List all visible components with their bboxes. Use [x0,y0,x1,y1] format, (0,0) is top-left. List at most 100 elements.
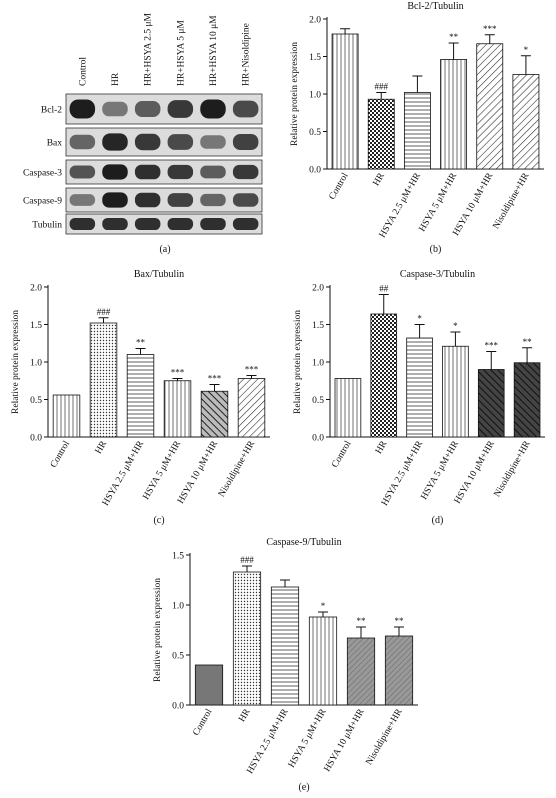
blot-band [102,164,128,180]
significance-label: ## [379,284,389,294]
bar [89,322,118,438]
y-axis-label: Relative protein expression [11,310,21,414]
blot-band [232,164,259,180]
y-tick-label: 1.0 [312,359,324,369]
blot-row-label: Bax [47,139,63,149]
bar [442,345,469,438]
bar [334,378,362,438]
significance-label: ** [357,616,367,626]
x-tick-label: Nisoldipine+HR [493,439,533,499]
significance-label: *** [485,341,499,351]
y-axis-label: Relative protein expression [290,42,300,146]
blot-band [134,192,161,208]
bar [126,354,155,438]
x-tick-label: HSYA 2.5 μM+HR [245,707,290,776]
significance-label: *** [208,374,222,384]
blot-band [102,217,128,231]
y-tick-label: 2.0 [30,284,42,294]
significance-label: ** [449,32,459,42]
bar [403,92,431,170]
blot-row-label: Caspase-9 [23,197,62,207]
x-tick-label: Control [191,707,214,737]
significance-label: ** [395,616,405,626]
significance-label: * [321,601,326,611]
y-axis-label: Relative protein expression [293,310,303,414]
y-tick-label: 1.5 [309,53,321,63]
blot-band [200,193,226,207]
blot-band [232,193,259,207]
blot-column-label: HR [111,72,121,86]
blot-band [134,101,161,117]
bar [232,571,262,706]
y-tick-label: 0.0 [309,166,321,176]
y-tick-label: 1.0 [172,602,184,612]
blot-band [69,165,96,179]
x-tick-label: HSYA 10 μM+HR [453,439,497,506]
blot-row-label: Bcl-2 [41,106,62,116]
bar [200,390,229,438]
y-tick-label: 2.0 [309,16,321,26]
x-tick-label: HR [94,439,110,456]
blot-strip [65,93,263,125]
bar [308,616,338,706]
blot-band [134,164,161,180]
blot-band [134,133,161,151]
bar [513,362,541,438]
x-tick-label: HSYA 5 μM+HR [287,707,329,770]
significance-label: * [417,314,422,324]
y-tick-label: 0.5 [312,396,324,406]
blot-band [167,164,194,180]
chart-caspase9: Caspase-9/Tubulin Relative protein expres… [153,537,418,793]
blot-band [69,99,96,119]
blot-band [232,133,259,151]
y-tick-label: 1.5 [312,321,324,331]
x-tick-label: HSYA 10 μM+HR [451,171,495,238]
blot-strip [65,187,263,213]
x-tick-label: HR [374,439,390,456]
y-tick-label: 0.0 [172,702,184,712]
y-tick-label: 1.0 [30,359,42,369]
blot-band [167,217,194,231]
blot-band [167,100,194,118]
bar [512,74,540,170]
blot-strip [65,127,263,157]
significance-label: ** [136,338,146,348]
bar [52,394,81,438]
significance-label: * [453,321,458,331]
blot-band [69,134,96,150]
x-tick-label: HR [372,171,388,188]
western-blot-panel: Control HR HR+HSYA 2.5 μM HR+HSYA 5 μM HR+HS… [23,12,263,255]
x-tick-label: HSYA 10 μM+HR [176,439,220,506]
significance-label: * [524,45,529,55]
blot-band [102,192,128,208]
bar [270,586,300,706]
bar [370,313,398,438]
x-tick-label: Control [49,439,72,469]
x-tick-label: HSYA 2.5 μM+HR [380,439,425,508]
blot-strip [65,159,263,185]
bar [440,59,468,170]
panel-label: (a) [159,244,170,255]
chart-title: Bax/Tubulin [134,269,184,280]
blot-band [200,135,226,149]
chart-bcl2: Bcl-2/Tubulin Relative protein expression… [290,1,544,255]
chart-bax: Bax/Tubulin Relative protein expression 0.… [11,269,270,526]
blot-band [167,134,194,150]
blot-strip [65,213,263,235]
bar [384,635,414,706]
chart-title: Caspase-3/Tubulin [400,269,475,280]
significance-label: *** [483,24,497,34]
blot-row-label: Tubulin [32,221,62,231]
chart-title: Bcl-2/Tubulin [407,1,463,12]
blot-column-label: HR+HSYA 5 μM [176,20,186,86]
panel-label: (d) [432,515,444,526]
significance-label: *** [245,365,259,375]
x-tick-label: HSYA 10 μM+HR [323,707,367,774]
blot-band [200,165,226,179]
bar [476,43,504,170]
bar [406,337,433,438]
x-tick-label: HR [237,707,253,724]
blot-row-label: Caspase-3 [23,169,62,179]
bar [237,378,266,438]
